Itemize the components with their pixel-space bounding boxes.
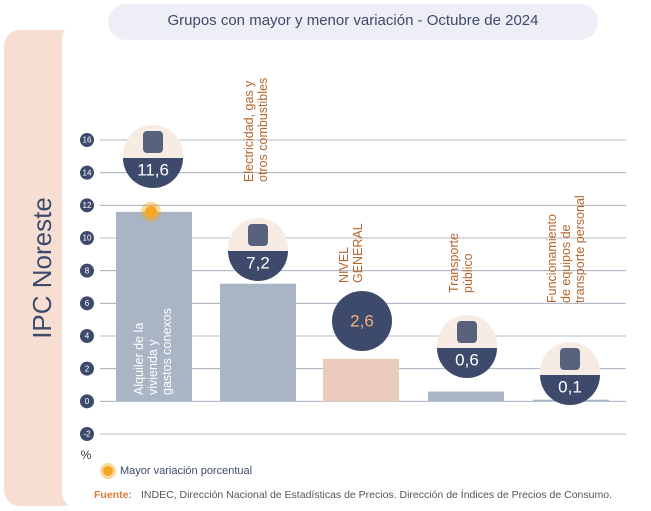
y-tick-label: 14 — [83, 168, 92, 177]
category-label: NIVELGENERAL — [337, 223, 365, 283]
icon — [143, 131, 163, 153]
y-tick-badge — [80, 263, 94, 278]
icon — [457, 321, 477, 343]
value-badge-bottom — [437, 348, 497, 378]
value-label: 11,6 — [137, 160, 169, 179]
category-label: Transportepúblico — [447, 233, 475, 293]
y-tick-label: 10 — [83, 234, 92, 243]
y-tick-badge — [80, 165, 94, 180]
y-tick-label: 0 — [85, 397, 90, 406]
bar — [323, 358, 399, 402]
y-tick-label: 4 — [85, 332, 90, 341]
y-tick-badge — [80, 361, 94, 376]
value-badge-bottom — [123, 158, 183, 188]
y-tick-badge — [80, 329, 94, 343]
value-badge — [332, 291, 392, 351]
value-badge-bottom — [228, 251, 288, 281]
icon — [560, 348, 580, 370]
bar — [220, 283, 296, 402]
category-label: Alquiler de lavivienda ygastos conexos — [132, 308, 174, 395]
y-tick-label: -2 — [83, 430, 91, 439]
category-label-group: NIVELGENERAL — [337, 223, 365, 283]
value-label: 7,2 — [246, 253, 270, 272]
category-label: Electricidad, gas yotros combustibles — [242, 78, 270, 182]
y-tick-label: 12 — [83, 201, 92, 210]
value-label: 2,6 — [350, 311, 374, 330]
y-tick-badge — [80, 394, 94, 409]
source: INDEC, Dirección Nacional de Estadística… — [141, 488, 612, 501]
category-label: Funcionamientode equipos detransporte pe… — [545, 195, 587, 303]
category-label-group: Transportepúblico — [447, 233, 475, 293]
y-tick-label: 16 — [83, 136, 92, 145]
value-badge-bottom — [540, 375, 600, 405]
y-tick-badge — [80, 296, 94, 311]
category-label-group: Electricidad, gas yotros combustibles — [242, 78, 270, 182]
legend-label: Mayor variación porcentual — [120, 465, 252, 477]
bar — [116, 211, 192, 402]
category-label-group: Funcionamientode equipos detransporte pe… — [545, 195, 587, 303]
title-pill — [108, 4, 598, 40]
y-tick-label: 8 — [85, 266, 90, 275]
y-tick-label: 2 — [85, 364, 90, 373]
source-label: Fuente: — [94, 489, 132, 501]
icon — [248, 224, 268, 246]
highlight-marker-core — [145, 205, 157, 218]
y-tick-badge — [80, 198, 94, 213]
y-tick-label: 6 — [85, 299, 90, 308]
value-label: 0,6 — [455, 350, 479, 369]
y-tick-badge — [80, 133, 94, 147]
y-tick-badge — [80, 427, 94, 441]
legend-marker-core — [103, 466, 113, 476]
y-unit: % — [81, 448, 92, 462]
card — [62, 20, 651, 511]
y-tick-badge — [80, 231, 94, 245]
category-label-group: Alquiler de lavivienda ygastos conexos — [132, 308, 174, 395]
value-label: 0,1 — [558, 377, 582, 396]
bar — [428, 391, 504, 402]
chart-title: Grupos con mayor y menor variación - Oct… — [167, 12, 538, 29]
side-label: IPC Noreste — [27, 197, 57, 339]
